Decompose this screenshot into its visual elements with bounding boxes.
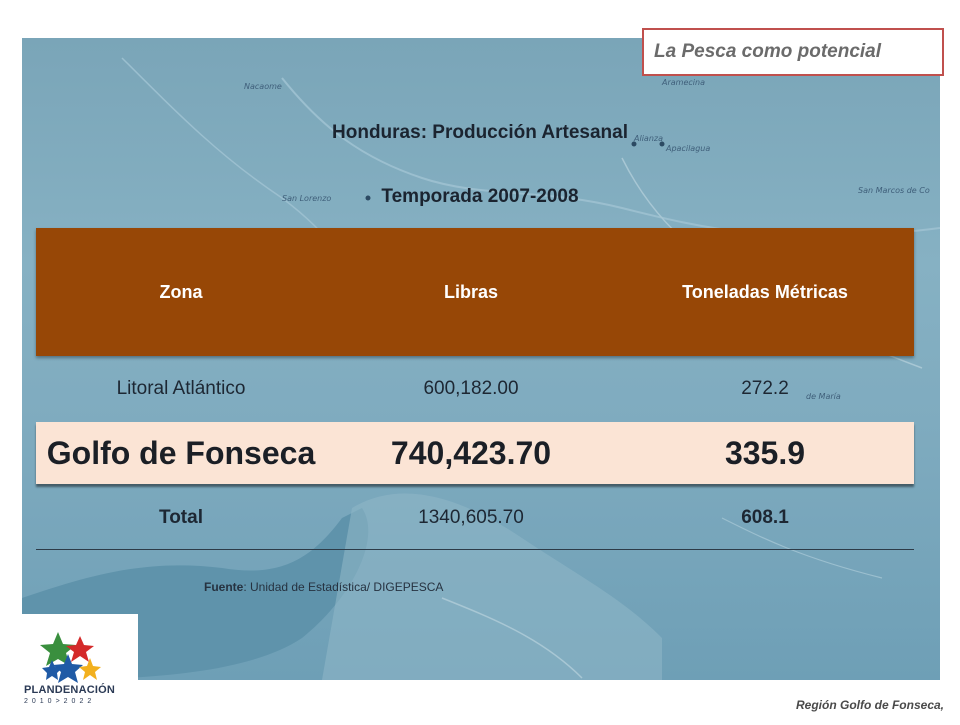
footer-region: Región Golfo de Fonseca, [795,698,944,712]
town-marker [659,141,665,147]
map-label: Alianza [634,134,663,143]
table-row-highlight: Golfo de Fonseca 740,423.70 335.9 [36,422,914,484]
cell-zona: Total [159,507,203,528]
table-subtitle: Temporada 2007-2008 [381,186,579,207]
map-label: Apacilagua [666,144,711,153]
table-title: Honduras: Producción Artesanal [332,122,628,143]
background-map: Nacaome San Lorenzo Apacilagua San Marco… [22,38,940,680]
map-label: Nacaome [244,82,282,91]
town-marker [365,195,371,201]
cell-toneladas: 608.1 [741,507,789,528]
table-header: Zona Libras Toneladas Métricas [36,228,914,356]
cell-zona: Golfo de Fonseca [46,434,316,471]
map-label: San Marcos de Co [858,186,930,195]
table-row: Litoral Atlántico 600,182.00 272.2 [36,356,914,422]
cell-libras: 740,423.70 [390,434,552,471]
source-label: Fuente [204,580,244,594]
cell-zona: Litoral Atlántico [116,378,246,399]
star-logo-icon [40,632,101,683]
land-shape [322,493,662,680]
section-label: La Pesca como potencial [654,41,882,62]
road-line [441,597,583,679]
column-header-toneladas: Toneladas Métricas [682,281,848,302]
source-note: Fuente: Unidad de Estadística/ DIGEPESCA [204,580,443,594]
production-table: Zona Libras Toneladas Métricas Litoral A… [36,228,914,550]
logo-text: PLANDENACIÓN [24,684,116,696]
river-line [281,77,940,238]
plan-de-nacion-logo [0,614,138,720]
source-text: : Unidad de Estadística/ DIGEPESCA [243,580,444,594]
cell-libras: 600,182.00 [423,378,519,399]
cell-toneladas: 335.9 [724,434,806,471]
cell-toneladas: 272.2 [741,378,789,399]
map-label: de María [806,392,841,401]
logo-years: 2010>2022 [24,698,96,705]
table-row-total: Total 1340,605.70 608.1 [36,487,914,550]
map-label: Aramecina [662,78,705,87]
section-label-box: La Pesca como potencial [642,28,944,76]
map-label: San Lorenzo [282,194,332,203]
town-marker [631,141,637,147]
column-header-zona: Zona [159,281,203,302]
column-header-libras: Libras [443,281,499,302]
cell-libras: 1340,605.70 [418,507,524,528]
river-line [721,517,883,579]
